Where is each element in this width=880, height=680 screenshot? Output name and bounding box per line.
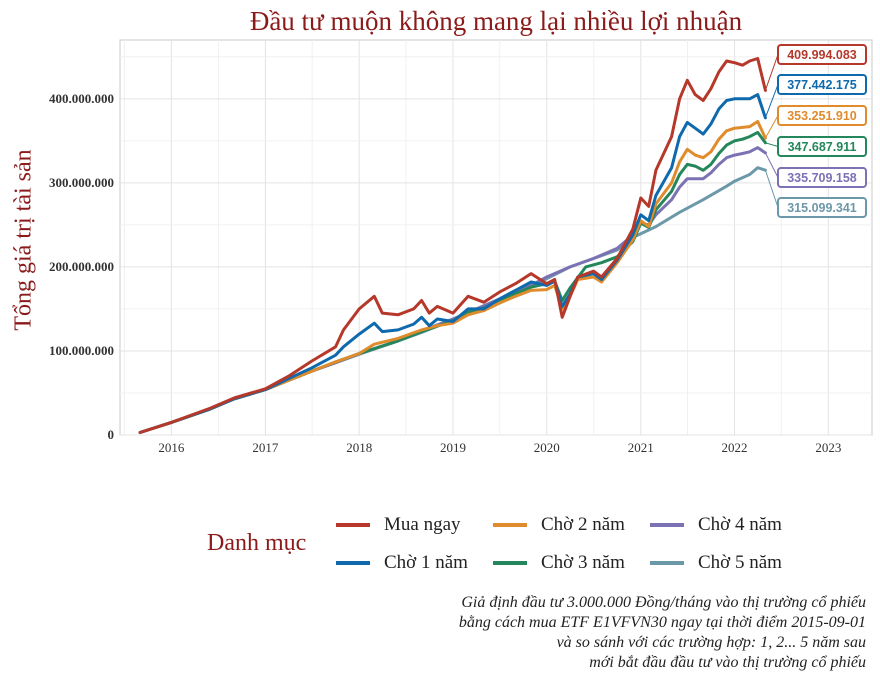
x-tick-label: 2016	[158, 440, 185, 455]
end-label-leader	[765, 142, 779, 147]
legend-item: Chờ 4 năm	[650, 514, 782, 536]
end-label-leader	[764, 115, 779, 139]
legend-swatch	[493, 523, 527, 527]
end-label-box	[777, 74, 867, 95]
legend-label: Chờ 2 năm	[541, 514, 625, 535]
end-label-value: 315.099.341	[787, 201, 857, 215]
legend-swatch	[650, 561, 684, 565]
y-tick-label: 400.000.000	[49, 91, 114, 106]
end-label-box	[777, 136, 867, 157]
legend-label: Chờ 3 năm	[541, 552, 625, 573]
chart-title: Đầu tư muộn không mang lại nhiều lợi nhu…	[249, 6, 743, 36]
y-tick-label: 200.000.000	[49, 259, 114, 274]
legend-item: Chờ 2 năm	[493, 514, 625, 536]
caption-line: mới bắt đầu đầu tư vào thị trường cổ phi…	[589, 654, 866, 671]
end-label-box	[777, 197, 867, 218]
legend-label: Chờ 1 năm	[384, 552, 468, 573]
end-label-leader	[764, 84, 779, 118]
x-tick-label: 2021	[628, 440, 654, 455]
series-line	[138, 93, 767, 434]
end-label-leader	[764, 152, 779, 178]
x-axis-ticks: 2016 2017 2018 2019 2020 2021 2022 2023	[158, 440, 841, 455]
legend-swatch	[650, 523, 684, 527]
end-label-leader	[764, 170, 779, 208]
caption-line: và so sánh với các trường hợp: 1, 2... 5…	[556, 634, 866, 651]
end-label-value: 409.994.083	[787, 48, 857, 62]
end-label-box	[777, 44, 867, 65]
end-label-value: 353.251.910	[787, 109, 857, 123]
legend-item: Chờ 3 năm	[493, 552, 625, 574]
caption: Giả định đầu tư 3.000.000 Đồng/tháng vào…	[459, 593, 866, 673]
plot-panel	[119, 39, 873, 436]
legend-swatch	[336, 561, 370, 565]
legend-item: Mua ngay	[336, 514, 461, 536]
end-label-box	[777, 105, 867, 126]
legend-label: Chờ 5 năm	[698, 552, 782, 573]
x-tick-label: 2018	[346, 440, 372, 455]
end-labels: 409.994.083 377.442.175 353.251.910 347.687…	[764, 44, 867, 218]
caption-line: Giả định đầu tư 3.000.000 Đồng/tháng vào…	[461, 594, 866, 611]
x-tick-label: 2017	[252, 440, 279, 455]
end-label-box	[777, 167, 867, 188]
grid-lines	[120, 40, 872, 436]
end-label-value: 377.442.175	[787, 78, 857, 92]
legend-swatch	[493, 561, 527, 565]
legend-title: Danh mục	[207, 530, 307, 556]
end-label-value: 347.687.911	[788, 140, 857, 154]
legend-label: Chờ 4 năm	[698, 514, 782, 535]
end-label-value: 335.709.158	[787, 171, 857, 185]
end-label-leader	[764, 54, 779, 91]
legend-swatch	[336, 523, 370, 527]
y-axis-ticks: 0 100.000.000 200.000.000 300.000.000 400.00…	[49, 91, 114, 442]
legend-item: Chờ 1 năm	[336, 552, 468, 574]
caption-line: bằng cách mua ETF E1VFVN30 ngay tại thời…	[458, 614, 866, 631]
x-tick-label: 2019	[440, 440, 466, 455]
y-tick-label: 300.000.000	[49, 175, 114, 190]
x-tick-label: 2020	[534, 440, 560, 455]
series-lines	[138, 57, 767, 434]
legend-label: Mua ngay	[384, 514, 461, 535]
y-axis-label: Tổng giá trị tài sản	[11, 149, 37, 330]
legend-item: Chờ 5 năm	[650, 552, 782, 574]
series-line	[138, 57, 767, 434]
x-tick-label: 2023	[815, 440, 841, 455]
y-tick-label: 100.000.000	[49, 343, 114, 358]
y-tick-label: 0	[108, 427, 115, 442]
x-tick-label: 2022	[722, 440, 748, 455]
